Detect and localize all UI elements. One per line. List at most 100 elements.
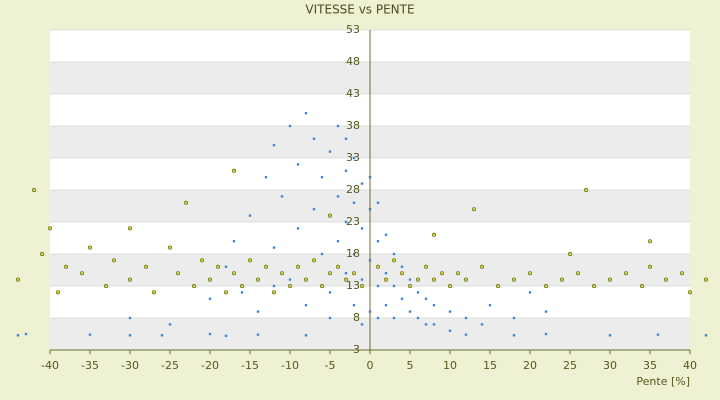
point	[248, 214, 252, 217]
point	[224, 334, 228, 338]
point	[495, 283, 500, 288]
point	[400, 297, 404, 300]
point	[656, 333, 660, 336]
point	[376, 201, 380, 204]
point	[376, 284, 380, 288]
point	[448, 329, 452, 332]
x-tick-label: -40	[41, 359, 59, 372]
point	[320, 252, 324, 256]
point	[200, 258, 205, 263]
point	[639, 283, 644, 288]
x-tick-label: 40	[683, 359, 697, 372]
x-tick-label: -5	[325, 359, 336, 372]
point	[296, 227, 300, 230]
point	[528, 291, 532, 294]
y-tick-label: 23	[346, 215, 360, 228]
point	[328, 150, 332, 153]
x-tick-label: 10	[443, 359, 457, 372]
point	[88, 245, 93, 250]
point	[168, 323, 172, 326]
point	[471, 207, 476, 212]
point	[15, 277, 20, 282]
point	[399, 271, 404, 276]
point	[328, 291, 332, 294]
point	[152, 290, 157, 295]
x-tick-label: -35	[81, 359, 99, 372]
point	[351, 271, 356, 276]
point	[480, 323, 484, 326]
point	[256, 310, 260, 313]
point	[464, 333, 468, 336]
point	[264, 176, 268, 179]
point	[607, 277, 612, 282]
point	[232, 240, 236, 243]
point	[336, 124, 340, 128]
point	[679, 271, 684, 276]
point	[208, 297, 212, 300]
point	[479, 264, 484, 269]
point	[319, 283, 324, 288]
point	[360, 278, 364, 281]
point	[343, 277, 348, 282]
point	[543, 283, 548, 288]
point	[47, 226, 52, 231]
point	[415, 277, 420, 282]
point	[55, 290, 60, 295]
y-tick-label: 28	[346, 183, 360, 196]
point	[128, 277, 133, 282]
point	[431, 277, 436, 282]
point	[240, 283, 245, 288]
point	[312, 137, 316, 140]
point	[352, 156, 356, 160]
point	[128, 334, 132, 337]
point	[359, 283, 364, 288]
point	[424, 297, 428, 300]
point	[128, 226, 133, 231]
point	[400, 265, 404, 268]
point	[608, 334, 612, 337]
x-tick-label: 25	[563, 359, 577, 372]
point	[583, 188, 588, 193]
x-tick-label: 0	[367, 359, 374, 372]
point	[704, 334, 708, 337]
point	[623, 271, 628, 276]
point	[391, 258, 396, 263]
point	[416, 316, 420, 320]
point	[80, 271, 85, 276]
point	[168, 245, 173, 250]
point	[263, 264, 268, 269]
y-tick-label: 33	[346, 151, 360, 164]
point	[327, 271, 332, 276]
point	[208, 277, 213, 282]
y-tick-label: 53	[346, 23, 360, 36]
point	[392, 316, 396, 320]
point	[344, 220, 348, 224]
point	[104, 283, 109, 288]
point	[448, 310, 452, 313]
point	[327, 213, 332, 218]
x-tick-label: -10	[281, 359, 299, 372]
point	[408, 310, 412, 313]
point	[416, 291, 420, 294]
point	[344, 169, 348, 172]
point	[559, 277, 564, 282]
point	[112, 258, 117, 263]
point	[304, 334, 308, 337]
point	[296, 163, 300, 166]
point	[16, 334, 20, 337]
y-tick-label: 13	[346, 279, 360, 292]
x-tick-label: -20	[201, 359, 219, 372]
x-tick-label: 30	[603, 359, 617, 372]
point	[184, 200, 189, 205]
point	[512, 334, 516, 337]
point	[328, 316, 332, 320]
point	[272, 284, 276, 288]
point	[312, 208, 316, 211]
point	[511, 277, 516, 282]
point	[575, 271, 580, 276]
point	[256, 333, 260, 336]
point	[544, 310, 548, 313]
point	[352, 201, 356, 204]
point	[407, 283, 412, 288]
point	[360, 227, 364, 230]
